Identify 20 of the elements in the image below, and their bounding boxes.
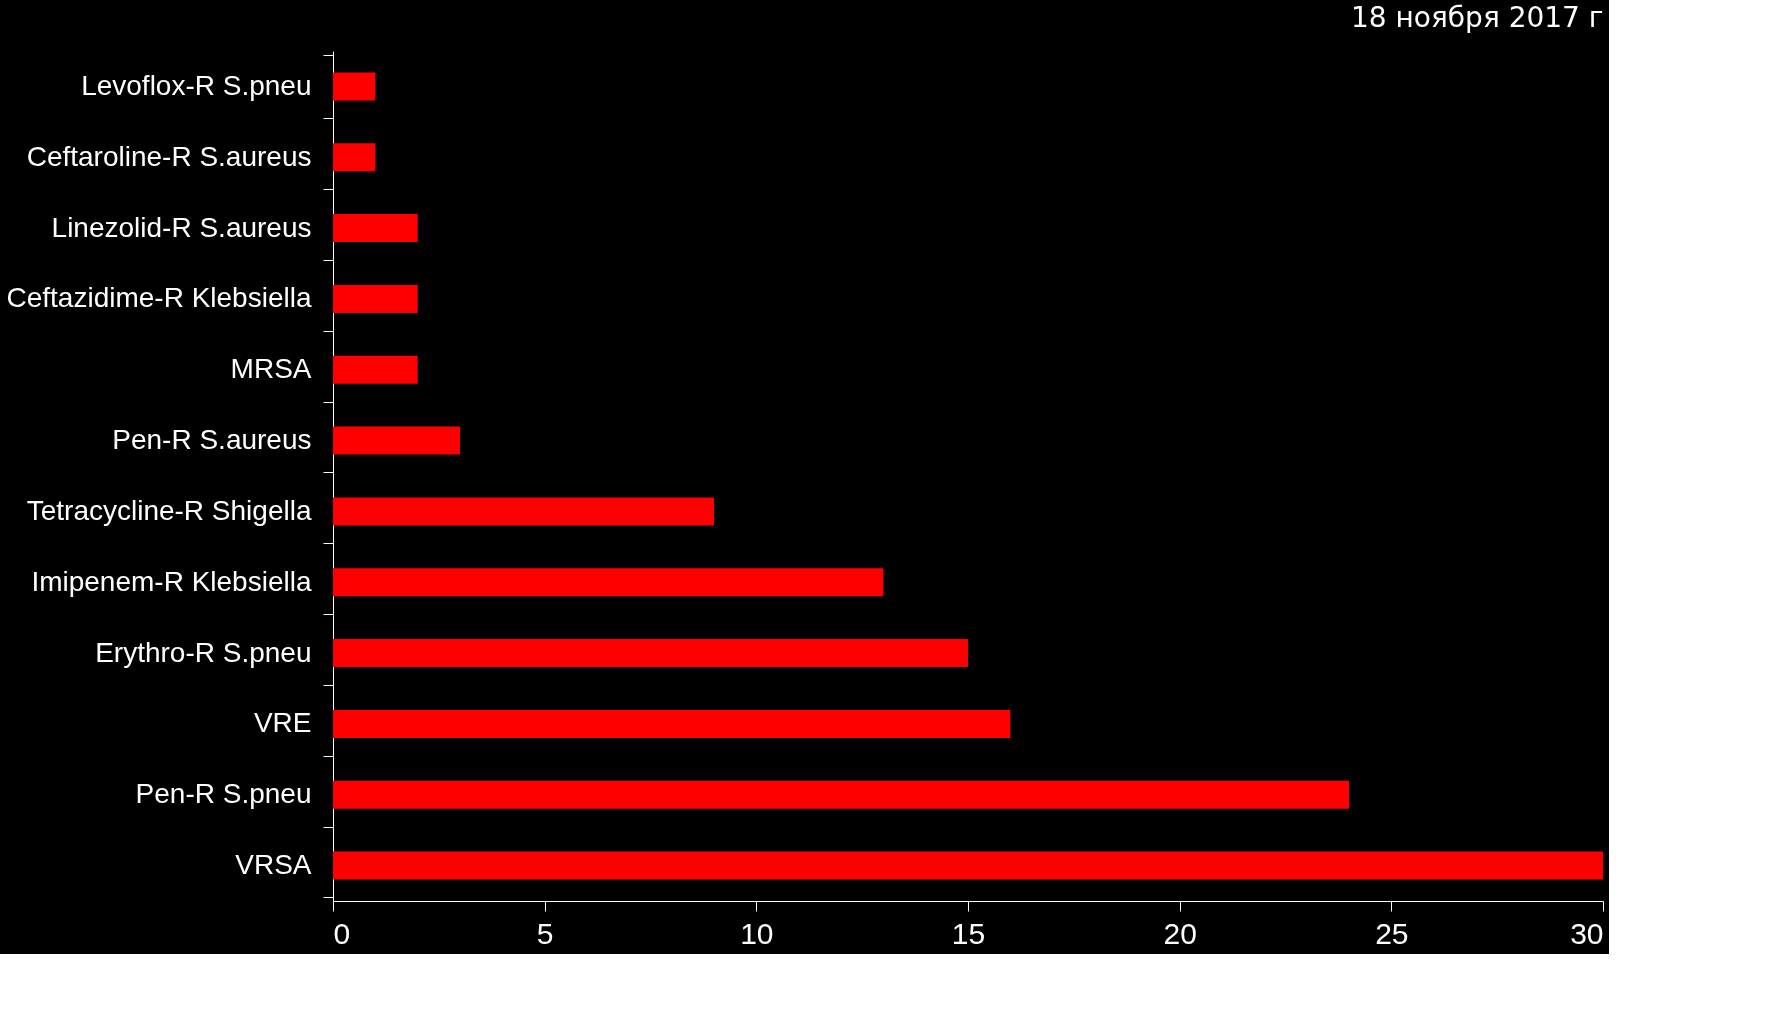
x-tick-label: 25 — [1375, 916, 1409, 950]
y-tick-label: Pen-R S.pneu — [135, 778, 312, 810]
y-tick-label: Ceftaroline-R S.aureus — [26, 140, 312, 172]
x-tick-label: 5 — [536, 916, 554, 950]
x-tick-label: 30 — [1570, 916, 1604, 950]
y-tick-label: Erythro-R S.pneu — [95, 636, 312, 668]
y-tick-label: MRSA — [230, 353, 312, 385]
y-tick-label: VRSA — [235, 849, 312, 881]
y-tick-label: VRE — [253, 707, 312, 739]
y-tick-label: Pen-R S.aureus — [112, 424, 312, 456]
text: 18 ноября 2017 г — [1351, 1, 1604, 34]
y-tick-label: Tetracycline-R Shigella — [26, 494, 312, 526]
y-tick-label: Linezolid-R S.aureus — [51, 211, 312, 243]
x-tick-label: 10 — [740, 916, 774, 950]
x-tick-label: 15 — [951, 916, 986, 950]
y-tick-label: Levoflox-R S.pneu — [81, 69, 312, 101]
x-tick-label: 20 — [1163, 916, 1197, 950]
y-tick-label: Ceftazidime-R Klebsiella — [6, 282, 312, 314]
x-tick-label: 0 — [333, 916, 351, 950]
y-tick-label: Imipenem-R Klebsiella — [31, 565, 312, 597]
